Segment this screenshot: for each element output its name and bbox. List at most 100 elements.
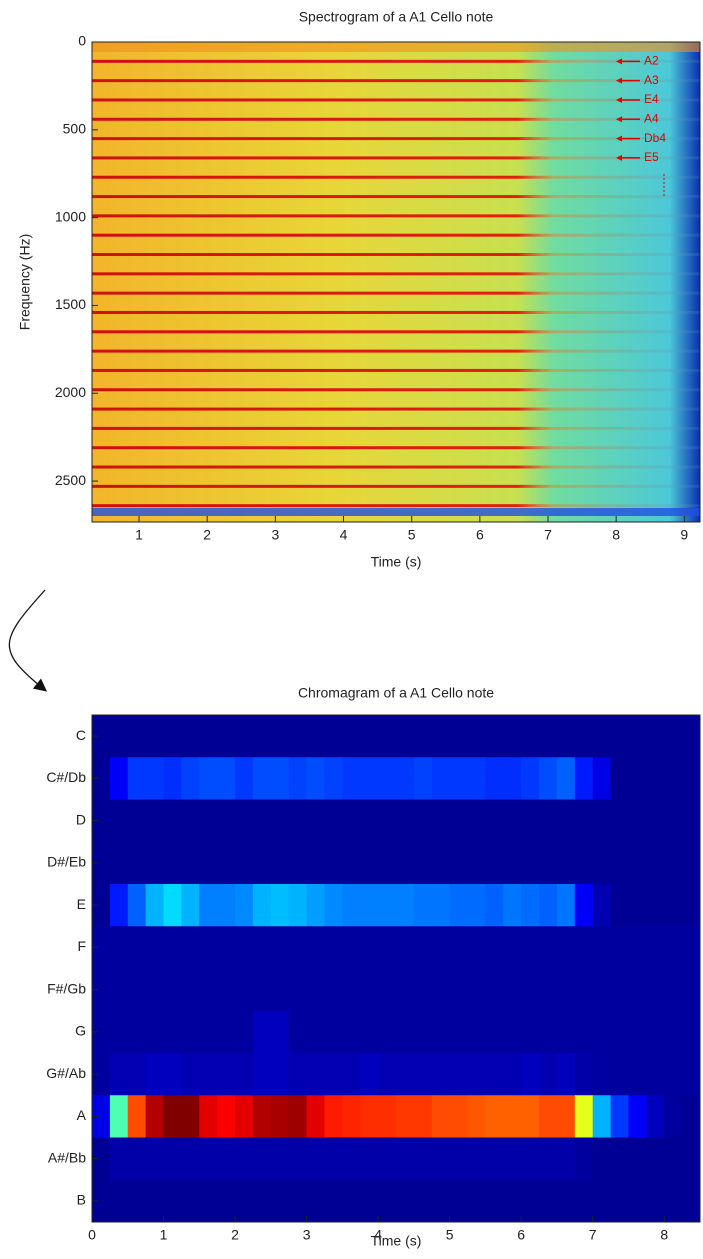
arrow-head	[616, 135, 622, 142]
heatmap-cell	[413, 841, 433, 885]
heatmap-cell	[396, 1095, 415, 1138]
y-tick-label: C	[76, 727, 86, 743]
heatmap-cell	[592, 968, 612, 1012]
heatmap-cell	[664, 1010, 683, 1054]
heatmap-cell	[92, 799, 111, 843]
heatmap-cell	[92, 757, 111, 800]
heatmap-cell	[378, 715, 397, 758]
heatmap-cell	[145, 1095, 165, 1138]
heatmap-cell	[378, 1137, 397, 1181]
heatmap-cell	[646, 1095, 665, 1138]
cutoff-band	[92, 508, 700, 516]
heatmap-cell	[288, 1010, 308, 1054]
heatmap-cell	[181, 1137, 200, 1181]
heatmap-cell	[360, 715, 379, 758]
heatmap-cell	[682, 1053, 701, 1096]
heatmap-cell	[413, 1010, 433, 1054]
heatmap-cell	[396, 799, 415, 843]
heatmap-cell	[628, 757, 647, 800]
heatmap-cell	[449, 1095, 469, 1138]
heatmap-cell	[503, 841, 522, 885]
annotation-label: E5	[644, 150, 659, 164]
harmonic-line	[92, 59, 700, 63]
heatmap-cell	[628, 884, 647, 927]
heatmap-cell	[163, 968, 182, 1012]
heatmap-cell	[252, 715, 272, 758]
heatmap-cell	[449, 1179, 469, 1223]
heatmap-cell	[503, 926, 522, 969]
heatmap-cell	[288, 884, 308, 927]
heatmap-cell	[556, 1179, 576, 1223]
heatmap-cell	[539, 1179, 558, 1223]
heatmap-cell	[503, 1010, 522, 1054]
heatmap-cell	[92, 715, 111, 758]
y-tick-label: D#/Eb	[47, 854, 86, 870]
heatmap-cell	[610, 884, 629, 927]
heatmap-cell	[449, 1010, 469, 1054]
heatmap-cell	[610, 715, 629, 758]
heatmap-cell	[235, 1053, 254, 1096]
heatmap-cell	[539, 1137, 558, 1181]
heatmap-cell	[217, 968, 236, 1012]
heatmap-cell	[181, 1053, 200, 1096]
harmonic-line	[92, 465, 700, 469]
heatmap-cell	[127, 1137, 147, 1181]
heatmap-cell	[646, 1053, 665, 1096]
heatmap-cell	[574, 757, 594, 800]
heatmap-cell	[664, 799, 683, 843]
heatmap-cell	[431, 757, 451, 800]
heatmap-cell	[378, 1095, 397, 1138]
harmonic-line	[92, 504, 700, 508]
heatmap-cell	[682, 926, 701, 969]
heatmap-cell	[521, 799, 540, 843]
heatmap-cell	[109, 1053, 129, 1096]
chart-title: Chromagram of a A1 Cello note	[298, 685, 494, 701]
harmonic-line	[92, 349, 700, 353]
heatmap-cell	[360, 1053, 379, 1096]
heatmap-cell	[199, 926, 218, 969]
heatmap-cell	[664, 1053, 683, 1096]
heatmap-cell	[556, 715, 576, 758]
heatmap-cell	[217, 841, 236, 885]
heatmap-cell	[539, 715, 558, 758]
heatmap-cell	[396, 841, 415, 885]
heatmap-cell	[485, 1137, 504, 1181]
heatmap-cell	[288, 841, 308, 885]
heatmap-cell	[539, 1010, 558, 1054]
heatmap-cell	[539, 968, 558, 1012]
heatmap-cell	[288, 1137, 308, 1181]
heatmap-cell	[503, 1137, 522, 1181]
heatmap-cell	[664, 926, 683, 969]
x-tick-label: 5	[408, 527, 416, 543]
heatmap-cell	[199, 799, 218, 843]
heatmap-cell	[109, 841, 129, 885]
heatmap-cell	[324, 926, 343, 969]
heatmap-cell	[485, 757, 504, 800]
heatmap-cell	[413, 799, 433, 843]
heatmap-cell	[199, 1137, 218, 1181]
heatmap-cell	[646, 1010, 665, 1054]
heatmap-cell	[664, 757, 683, 800]
heatmap-cell	[342, 1137, 361, 1181]
x-tick-label: 5	[446, 1227, 454, 1243]
heatmap-cell	[252, 757, 272, 800]
x-tick-label: 4	[340, 527, 348, 543]
heatmap-cell	[217, 757, 236, 800]
heatmap-cell	[127, 1179, 147, 1223]
spectrogram-background	[92, 42, 700, 522]
heatmap-cell	[431, 1095, 451, 1138]
heatmap-cell	[449, 968, 469, 1012]
y-tick-label: D	[76, 811, 86, 827]
heatmap-cell	[610, 799, 629, 843]
heatmap-cell	[413, 715, 433, 758]
heatmap-cell	[306, 968, 325, 1012]
heatmap-cell	[92, 968, 111, 1012]
heatmap-cell	[252, 1010, 272, 1054]
heatmap-cell	[503, 715, 522, 758]
heatmap-cell	[503, 757, 522, 800]
heatmap-cell	[145, 799, 165, 843]
heatmap-cell	[145, 1179, 165, 1223]
heatmap-cell	[288, 1095, 308, 1138]
x-tick-label: 3	[271, 527, 279, 543]
y-tick-label: F#/Gb	[47, 980, 86, 996]
